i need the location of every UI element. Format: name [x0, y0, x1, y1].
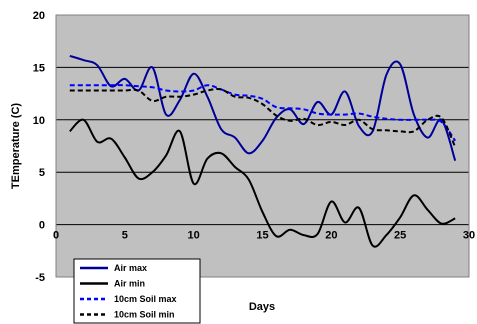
y-axis-title: TEmperature (C) [10, 103, 22, 190]
x-tick-label: 15 [256, 230, 268, 242]
y-tick-label: -5 [35, 272, 45, 284]
x-tick-label: 5 [122, 230, 128, 242]
x-axis-title: Days [249, 301, 275, 313]
legend-label: Air max [114, 263, 147, 273]
series-lines [69, 54, 457, 248]
x-tick-label: 10 [188, 230, 200, 242]
y-tick-labels: -5 0 5 10 15 20 [33, 10, 45, 284]
legend-label: 10cm Soil min [114, 310, 175, 320]
plot-frame [55, 14, 470, 278]
y-tick-label: 15 [33, 62, 45, 74]
x-tick-labels: 0 5 10 15 20 25 30 [53, 230, 475, 242]
series-line-air-min [69, 118, 456, 248]
gridlines [55, 14, 470, 278]
x-tick-label: 25 [394, 230, 406, 242]
x-tick-label: 0 [53, 230, 59, 242]
x-tick-label: 30 [463, 230, 475, 242]
legend-label: Air min [114, 279, 145, 289]
y-tick-label: 10 [33, 115, 45, 127]
legend-box [73, 258, 201, 324]
y-tick-label: 0 [39, 220, 45, 232]
y-tick-label: 5 [39, 167, 45, 179]
x-tick-label: 20 [325, 230, 337, 242]
y-tick-label: 20 [33, 10, 45, 22]
plot-area [56, 15, 469, 277]
series-line-10cm-soil-max [69, 84, 457, 142]
series-line-10cm-soil-min [69, 88, 457, 148]
legend-label: 10cm Soil max [114, 294, 177, 304]
legend: Air max Air min 10cm Soil max 10cm Soil min [73, 258, 201, 324]
